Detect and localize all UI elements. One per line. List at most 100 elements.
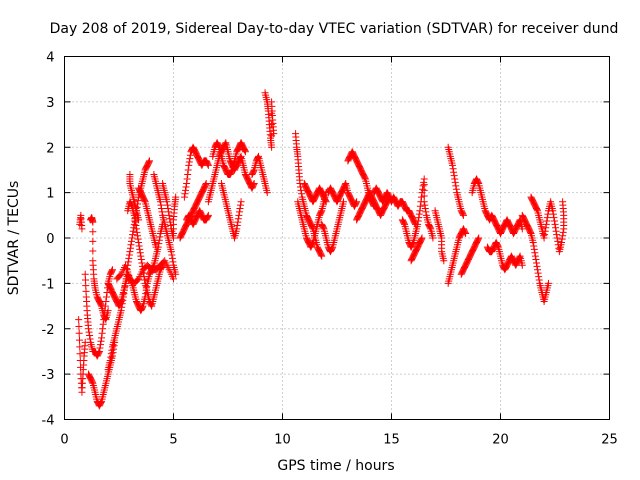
data-point <box>452 185 460 193</box>
y-tick-label: 3 <box>46 96 54 111</box>
data-point <box>204 160 212 168</box>
data-point <box>415 214 423 222</box>
data-point <box>353 198 361 206</box>
data-point <box>202 181 210 189</box>
y-tick-label: -1 <box>42 277 55 292</box>
data-point <box>204 212 212 220</box>
data-point <box>96 341 104 349</box>
data-point <box>137 252 145 260</box>
data-point <box>122 261 130 269</box>
series-track-15 <box>176 180 210 242</box>
data-point <box>138 303 146 311</box>
data-point <box>421 205 429 213</box>
data-point <box>108 267 116 275</box>
series-track-37 <box>468 175 526 237</box>
data-point <box>558 235 566 243</box>
data-point <box>88 378 96 386</box>
data-point <box>78 225 86 233</box>
data-point <box>250 180 258 188</box>
data-point <box>183 175 191 183</box>
data-point <box>449 161 457 169</box>
data-point <box>184 170 192 178</box>
data-point <box>89 218 97 226</box>
data-point <box>185 158 193 166</box>
data-point <box>414 220 422 228</box>
data-point <box>532 259 540 267</box>
data-point <box>459 211 467 219</box>
series-track-27 <box>324 180 361 210</box>
data-point <box>475 234 483 242</box>
data-point <box>544 279 552 287</box>
data-point <box>535 276 543 284</box>
y-tick-label: 1 <box>46 187 54 202</box>
data-point <box>322 198 330 206</box>
data-point <box>451 178 459 186</box>
data-point <box>123 265 131 273</box>
data-point <box>549 210 557 218</box>
data-point <box>129 231 137 239</box>
data-point <box>400 219 408 227</box>
x-tick-label: 20 <box>492 433 509 448</box>
data-point <box>165 208 173 216</box>
data-point <box>84 325 92 333</box>
data-point <box>474 178 482 186</box>
data-point <box>308 224 316 232</box>
data-point <box>419 185 427 193</box>
data-point <box>559 232 567 240</box>
data-point <box>169 258 177 266</box>
data-point <box>317 208 325 216</box>
series-track-23 <box>292 130 326 260</box>
data-point <box>172 270 180 278</box>
data-point <box>146 157 154 165</box>
data-point <box>125 251 133 259</box>
data-point <box>133 228 141 236</box>
series-track-38 <box>483 239 526 274</box>
data-point <box>101 315 109 323</box>
data-point <box>542 220 550 228</box>
data-point <box>250 181 258 189</box>
data-point <box>553 234 561 242</box>
data-point <box>75 316 83 324</box>
series-track-24 <box>294 189 330 251</box>
series-track-17 <box>183 207 212 228</box>
data-point <box>186 151 194 159</box>
data-point <box>533 262 541 270</box>
data-point <box>158 205 166 213</box>
data-point <box>328 244 336 252</box>
data-point <box>142 290 150 298</box>
data-point <box>270 130 278 138</box>
data-point <box>418 234 426 242</box>
series-track-16 <box>180 143 212 201</box>
data-point <box>559 228 567 236</box>
data-point <box>541 231 549 239</box>
data-point <box>163 198 171 206</box>
data-point <box>107 350 115 358</box>
data-point <box>181 186 189 194</box>
data-point <box>552 227 560 235</box>
data-point <box>550 214 558 222</box>
y-tick-label: 4 <box>46 51 54 66</box>
data-point <box>158 208 166 216</box>
data-point <box>136 245 144 253</box>
data-point <box>263 189 271 197</box>
data-point <box>421 201 429 209</box>
data-point <box>75 329 83 337</box>
data-point <box>165 211 173 219</box>
data-point <box>419 182 427 190</box>
series-track-20 <box>217 180 245 242</box>
series-track-1 <box>76 211 86 233</box>
data-point <box>550 217 558 225</box>
data-point <box>317 251 325 259</box>
data-point <box>98 329 106 337</box>
x-tick-label: 5 <box>169 433 177 448</box>
x-tick-label: 25 <box>601 433 618 448</box>
data-point <box>461 228 469 236</box>
data-point <box>134 197 142 205</box>
series-track-34 <box>444 143 467 219</box>
data-point <box>518 261 526 269</box>
data-point <box>156 198 164 206</box>
data-point <box>141 293 149 301</box>
data-point <box>553 231 561 239</box>
data-point <box>167 248 175 256</box>
data-point <box>117 307 125 315</box>
